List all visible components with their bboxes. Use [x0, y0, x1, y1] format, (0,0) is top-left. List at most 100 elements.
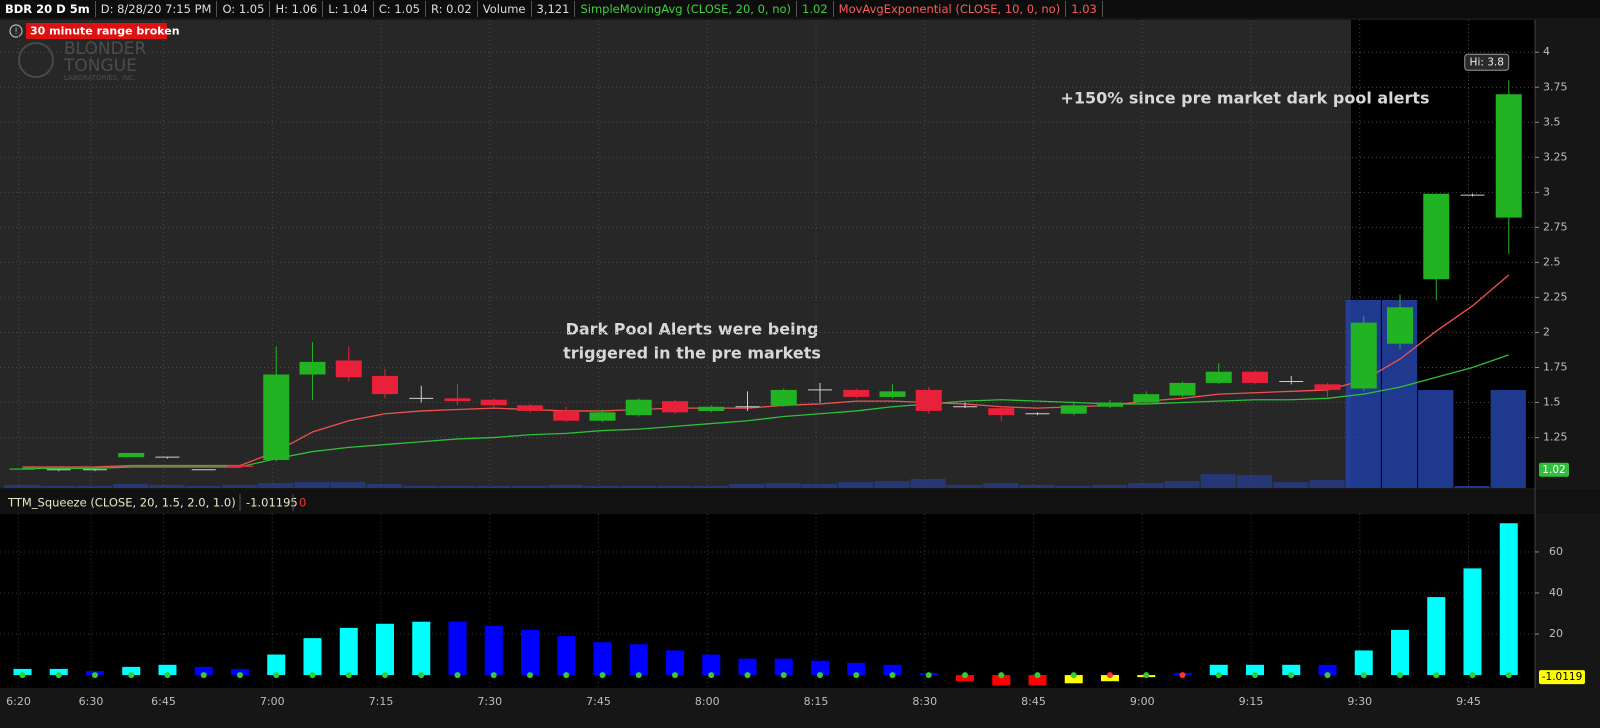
y-tick-label: 40 — [1549, 586, 1563, 599]
x-tick-label: 7:15 — [369, 695, 394, 708]
x-tick-label: 9:00 — [1130, 695, 1155, 708]
volume-bar — [693, 486, 729, 488]
squeeze-dot — [92, 672, 98, 679]
logo-text: BLONDER — [64, 39, 146, 59]
volume-bar — [1019, 485, 1055, 488]
x-tick-label: 7:30 — [477, 695, 502, 708]
candle-body — [879, 391, 906, 397]
date: D: 8/28/20 7:15 PM — [96, 1, 218, 17]
volume-bar — [1055, 486, 1091, 488]
candle-body — [1133, 394, 1160, 403]
squeeze-dot — [273, 672, 280, 679]
squeeze-bar — [738, 658, 757, 676]
volume-bar — [185, 486, 221, 488]
candle-body — [263, 374, 290, 460]
logo-text: TONGUE — [63, 56, 137, 76]
symbol[interactable]: BDR 20 D 5m — [0, 1, 96, 17]
squeeze-dot — [1469, 672, 1476, 679]
candle-body — [480, 399, 507, 406]
squeeze-dot — [1215, 672, 1222, 679]
logo-text: LABORATORIES, INC. — [64, 74, 136, 82]
squeeze-dot — [780, 672, 787, 679]
squeeze-dot — [237, 672, 243, 679]
squeeze-dot — [1397, 672, 1403, 679]
value-label: -1.0119 — [1542, 671, 1583, 683]
candle-body — [9, 468, 36, 470]
squeeze-bar — [267, 654, 286, 676]
hi-label: Hi: 3.8 — [1470, 56, 1504, 68]
squeeze-bar — [593, 642, 612, 676]
squeeze-bar — [194, 666, 213, 676]
alert-icon[interactable] — [9, 24, 23, 38]
price-label: 1.02 — [1542, 464, 1565, 476]
squeeze-readout-2: 0 — [299, 496, 306, 510]
x-tick-label: 6:20 — [6, 695, 31, 708]
alert-text: 30 minute range broken — [30, 25, 180, 38]
y-tick-label: 2.25 — [1543, 290, 1568, 303]
squeeze-bar — [774, 658, 793, 676]
logo: BLONDER TONGUE LABORATORIES, INC. — [18, 39, 146, 82]
squeeze-dot — [1288, 672, 1295, 679]
squeeze-dot — [853, 672, 860, 679]
alert-box[interactable] — [26, 23, 167, 39]
squeeze-bar — [847, 662, 866, 676]
candle-body — [589, 412, 616, 421]
squeeze-dot — [1070, 672, 1077, 679]
candle-body — [843, 389, 870, 397]
y-tick-label: 1.5 — [1543, 396, 1561, 409]
squeeze-header — [0, 489, 1600, 513]
volume-bar — [330, 482, 366, 488]
squeeze-bar — [13, 668, 32, 676]
range: R: 0.02 — [426, 1, 478, 17]
volume-bar — [1490, 390, 1526, 488]
volume-bar — [1273, 482, 1309, 488]
volume-bar — [1128, 483, 1164, 488]
y-tick-label: 20 — [1549, 627, 1563, 640]
squeeze-bar — [49, 668, 68, 676]
squeeze-dot — [1143, 672, 1150, 679]
volume-bar — [4, 485, 40, 488]
squeeze-bar — [1391, 629, 1409, 676]
squeeze-bar — [956, 675, 974, 682]
squeeze-bar — [1463, 568, 1482, 676]
candle-body — [1314, 384, 1341, 390]
volume-bar — [40, 486, 76, 488]
x-tick-label: 9:30 — [1347, 695, 1372, 708]
ema-name[interactable]: MovAvgExponential (CLOSE, 10, 0, no) — [834, 1, 1067, 17]
volume-bar — [1418, 390, 1454, 488]
squeeze-dot — [672, 672, 678, 679]
low: L: 1.04 — [323, 1, 374, 17]
candle-body — [915, 389, 942, 411]
candle-body — [1060, 405, 1087, 414]
sma-value: 1.02 — [797, 1, 834, 17]
volume-bar — [113, 484, 149, 488]
squeeze-dot — [527, 672, 533, 679]
squeeze-bar — [1028, 675, 1047, 686]
volume-bar — [838, 482, 874, 488]
y-tick-label: 2 — [1543, 325, 1550, 338]
x-tick-label: 8:00 — [695, 695, 720, 708]
squeeze-bar — [702, 654, 721, 676]
candle-body — [1205, 371, 1232, 383]
candle-body — [1350, 322, 1377, 389]
squeeze-dot — [1433, 672, 1440, 679]
candle-body — [988, 408, 1015, 416]
candle-body — [299, 361, 326, 375]
squeeze-bar — [1064, 675, 1083, 684]
squeeze-bar — [557, 636, 576, 676]
volume-bar — [366, 484, 403, 488]
sma-name[interactable]: SimpleMovingAvg (CLOSE, 20, 0, no) — [575, 1, 798, 17]
squeeze-dot — [889, 672, 896, 679]
squeeze-dot — [55, 672, 62, 679]
volume-bar — [874, 481, 910, 488]
x-tick-label: 6:30 — [79, 695, 104, 708]
squeeze-bar — [1246, 664, 1264, 676]
squeeze-title: TTM_Squeeze (CLOSE, 20, 1.5, 2.0, 1.0) — [7, 496, 236, 510]
squeeze-dot — [382, 672, 388, 679]
squeeze-dot — [490, 672, 497, 679]
squeeze-bar — [811, 660, 829, 676]
candle-body — [372, 375, 398, 395]
candle-body — [1495, 94, 1522, 218]
